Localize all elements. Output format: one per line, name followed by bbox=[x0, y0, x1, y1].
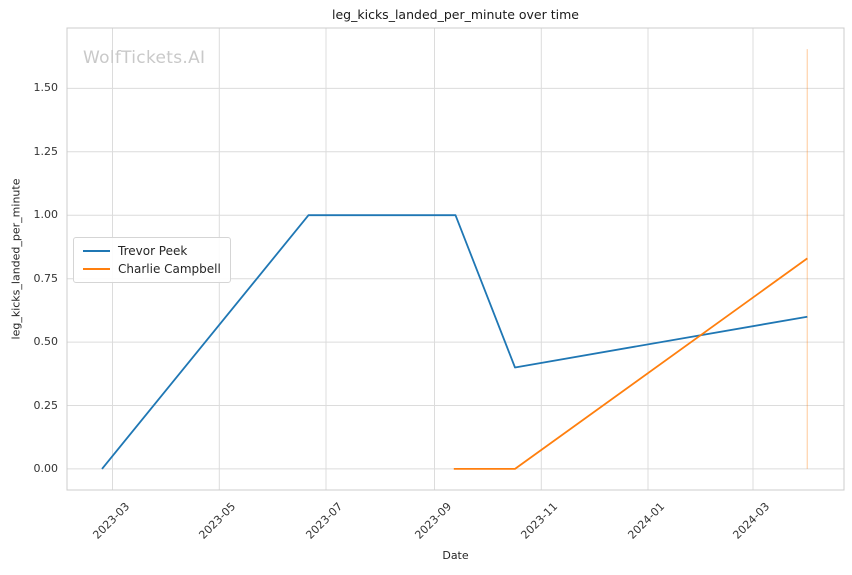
watermark: WolfTickets.AI bbox=[83, 48, 206, 68]
legend-line-swatch bbox=[83, 268, 110, 270]
y-axis-title: leg_kicks_landed_per_minute bbox=[9, 178, 23, 340]
legend-item-charlie-campbell: Charlie Campbell bbox=[83, 262, 221, 276]
y-tick-label: 0.25 bbox=[33, 398, 59, 412]
plot-spines bbox=[66, 27, 845, 491]
series-line-trevor-peek bbox=[101, 214, 808, 470]
legend-label: Charlie Campbell bbox=[118, 262, 221, 276]
y-tick-label: 1.25 bbox=[33, 144, 59, 158]
legend: Trevor Peek Charlie Campbell bbox=[73, 237, 231, 283]
y-tick-label: 0.00 bbox=[33, 461, 59, 475]
y-tick-label: 1.50 bbox=[33, 81, 59, 95]
y-tick-label: 0.50 bbox=[33, 335, 59, 349]
series-line-charlie-campbell bbox=[453, 257, 808, 470]
x-axis-title: Date bbox=[442, 549, 469, 562]
legend-item-trevor-peek: Trevor Peek bbox=[83, 244, 221, 258]
legend-line-swatch bbox=[83, 250, 110, 252]
chart-title: leg_kicks_landed_per_minute over time bbox=[332, 7, 579, 22]
legend-label: Trevor Peek bbox=[118, 244, 188, 258]
y-tick-label: 0.75 bbox=[33, 271, 59, 285]
y-tick-label: 1.00 bbox=[33, 208, 59, 222]
